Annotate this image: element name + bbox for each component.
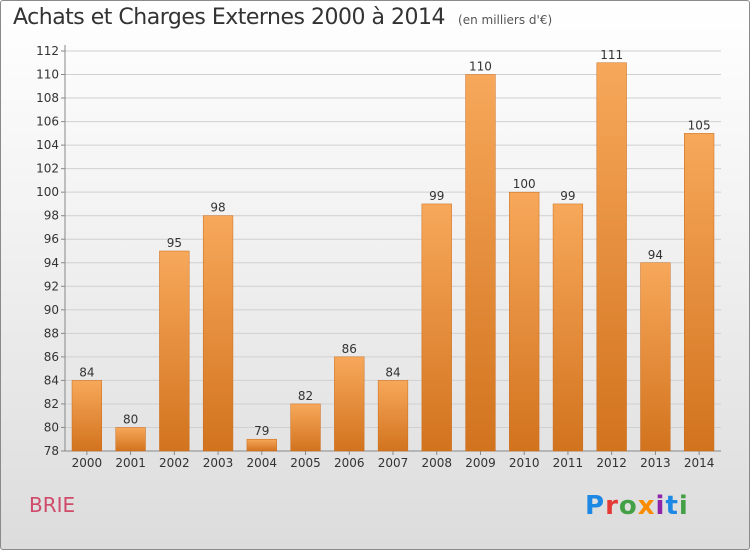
- y-tick-label: 106: [36, 115, 59, 129]
- y-tick-label: 98: [44, 209, 59, 223]
- location-label: BRIE: [29, 493, 76, 517]
- bar-layer: [71, 62, 715, 452]
- y-tick-label: 108: [36, 91, 59, 105]
- y-tick-label: 96: [44, 232, 59, 246]
- bar-2008: [421, 203, 452, 452]
- x-tick-label-2007: 2007: [378, 456, 409, 470]
- value-label-2013: 94: [648, 248, 663, 262]
- title-row: Achats et Charges Externes 2000 à 2014 (…: [13, 5, 552, 30]
- x-tick-label-2005: 2005: [290, 456, 321, 470]
- y-tick-label: 102: [36, 162, 59, 176]
- logo-letter: r: [605, 491, 619, 521]
- bar-2005: [290, 403, 321, 452]
- value-label-2001: 80: [123, 412, 138, 426]
- y-tick-label: 112: [36, 44, 59, 58]
- bar-2011: [552, 203, 584, 452]
- bar-2013: [640, 262, 671, 452]
- x-tick-label-2009: 2009: [465, 456, 496, 470]
- logo-letter: o: [618, 491, 638, 521]
- chart-unit: (en milliers d'€): [458, 13, 553, 27]
- value-label-2004: 79: [254, 424, 269, 438]
- bar-2003: [202, 215, 234, 452]
- y-tick-label: 78: [44, 444, 59, 458]
- y-tick-label: 104: [36, 138, 59, 152]
- bar-2014: [684, 133, 715, 452]
- logo-letter: P: [585, 491, 606, 521]
- value-label-2006: 86: [342, 342, 357, 356]
- y-tick-label: 90: [44, 303, 59, 317]
- bar-2002: [159, 250, 190, 452]
- bar-2010: [509, 191, 540, 452]
- y-tick-label: 88: [44, 326, 59, 340]
- x-tick-label-2002: 2002: [159, 456, 190, 470]
- y-tick-label: 84: [44, 373, 59, 387]
- proxiti-logo: Proxiti: [585, 491, 689, 521]
- logo-letter: i: [655, 491, 666, 521]
- value-label-2005: 82: [298, 389, 313, 403]
- x-tick-label-2000: 2000: [72, 456, 103, 470]
- logo-letter: x: [637, 491, 656, 521]
- value-label-2008: 99: [429, 189, 444, 203]
- bar-2009: [465, 74, 496, 452]
- logo-letter: i: [678, 491, 689, 521]
- value-label-2009: 110: [469, 60, 492, 74]
- chart-title: Achats et Charges Externes 2000 à 2014: [13, 5, 445, 30]
- y-tick-label: 94: [44, 256, 59, 270]
- x-tick-label-2014: 2014: [684, 456, 715, 470]
- x-tick-label-2010: 2010: [509, 456, 540, 470]
- x-tick-label-2013: 2013: [640, 456, 671, 470]
- value-label-2002: 95: [167, 236, 182, 250]
- x-tick-label-2006: 2006: [334, 456, 365, 470]
- x-tick-label-2012: 2012: [596, 456, 627, 470]
- y-tick-label: 110: [36, 68, 59, 82]
- value-label-2000: 84: [79, 365, 94, 379]
- logo-letter: t: [665, 491, 679, 521]
- x-tick-label-2011: 2011: [553, 456, 584, 470]
- x-tick-label-2001: 2001: [115, 456, 146, 470]
- y-tick-label: 92: [44, 279, 59, 293]
- x-tick-label-2008: 2008: [421, 456, 452, 470]
- y-tick-label: 86: [44, 350, 59, 364]
- value-label-2011: 99: [560, 189, 575, 203]
- bar-2004: [246, 438, 277, 452]
- label-layer: 84 2000 80 2001 95 2002 98 2003 79 2004 82 2005 86 20…: [72, 48, 715, 470]
- value-label-2014: 105: [688, 118, 711, 132]
- value-label-2007: 84: [385, 365, 400, 379]
- bar-2000: [71, 380, 102, 452]
- x-tick-label-2004: 2004: [247, 456, 278, 470]
- y-tick-label: 82: [44, 397, 59, 411]
- y-tick-label: 100: [36, 185, 59, 199]
- value-label-2010: 100: [513, 177, 536, 191]
- bar-2001: [115, 427, 146, 452]
- value-label-2012: 111: [600, 48, 623, 62]
- value-label-2003: 98: [210, 201, 225, 215]
- bar-2006: [334, 356, 365, 452]
- y-tick-label: 80: [44, 420, 59, 434]
- x-tick-label-2003: 2003: [203, 456, 234, 470]
- bar-2007: [377, 380, 409, 452]
- bar-2012: [596, 62, 627, 452]
